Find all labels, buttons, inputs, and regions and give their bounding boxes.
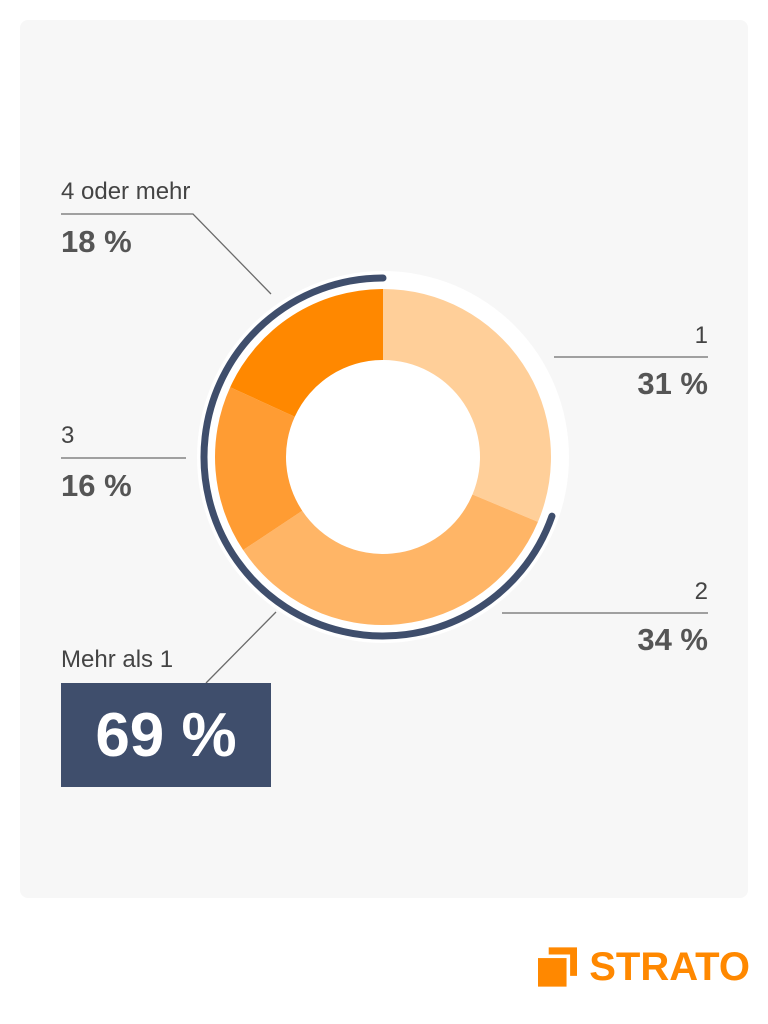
- slice-2: [243, 494, 538, 626]
- leader-line-4-oder-mehr: [61, 213, 272, 295]
- slice-value-4-oder-mehr: 18 %: [61, 224, 132, 259]
- slice-4-oder-mehr: [230, 289, 383, 417]
- slice-label-4-oder-mehr: 4 oder mehr: [61, 178, 191, 205]
- slice-label-2: 2: [694, 578, 708, 605]
- strato-brand: STRATO: [538, 942, 750, 992]
- slice-value-1: 31 %: [637, 366, 708, 401]
- summary-value: 69 %: [95, 700, 237, 770]
- summary-label: Mehr als 1: [61, 646, 174, 673]
- slice-label-3: 3: [61, 422, 75, 449]
- leader-line-summary: [205, 611, 277, 684]
- slice-label-1: 1: [694, 322, 708, 349]
- summary-value-box: 69 %: [61, 683, 271, 787]
- slice-value-3: 16 %: [61, 468, 132, 503]
- slice-3: [214, 387, 303, 551]
- slice-value-2: 34 %: [637, 622, 708, 657]
- highlight-arc: [200, 274, 556, 640]
- slice-1: [383, 289, 551, 522]
- strato-logo-icon: [538, 947, 578, 987]
- brand-name: STRATO: [589, 944, 750, 989]
